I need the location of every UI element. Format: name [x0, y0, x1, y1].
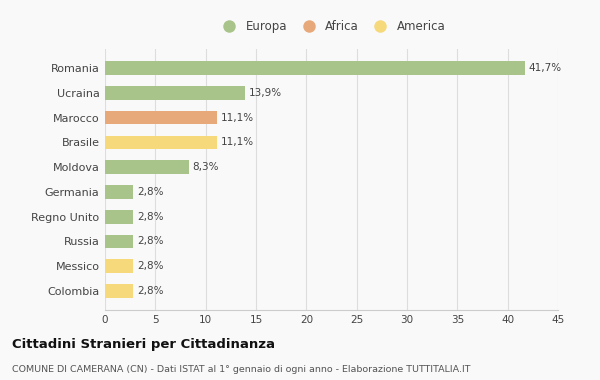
- Bar: [105, 284, 133, 298]
- Text: 2,8%: 2,8%: [137, 286, 164, 296]
- Text: 2,8%: 2,8%: [137, 187, 164, 197]
- Text: COMUNE DI CAMERANA (CN) - Dati ISTAT al 1° gennaio di ogni anno - Elaborazione T: COMUNE DI CAMERANA (CN) - Dati ISTAT al …: [12, 366, 470, 374]
- Text: 41,7%: 41,7%: [529, 63, 562, 73]
- Legend: Europa, Africa, America: Europa, Africa, America: [214, 16, 449, 36]
- Bar: [105, 86, 245, 100]
- Bar: [105, 111, 217, 124]
- Bar: [105, 185, 133, 199]
- Text: 11,1%: 11,1%: [221, 112, 254, 123]
- Bar: [105, 61, 525, 75]
- Text: 13,9%: 13,9%: [249, 88, 282, 98]
- Text: Cittadini Stranieri per Cittadinanza: Cittadini Stranieri per Cittadinanza: [12, 338, 275, 351]
- Bar: [105, 260, 133, 273]
- Text: 2,8%: 2,8%: [137, 261, 164, 271]
- Bar: [105, 235, 133, 248]
- Bar: [105, 160, 188, 174]
- Text: 8,3%: 8,3%: [193, 162, 219, 172]
- Bar: [105, 210, 133, 223]
- Text: 2,8%: 2,8%: [137, 212, 164, 222]
- Text: 2,8%: 2,8%: [137, 236, 164, 247]
- Text: 11,1%: 11,1%: [221, 138, 254, 147]
- Bar: [105, 136, 217, 149]
